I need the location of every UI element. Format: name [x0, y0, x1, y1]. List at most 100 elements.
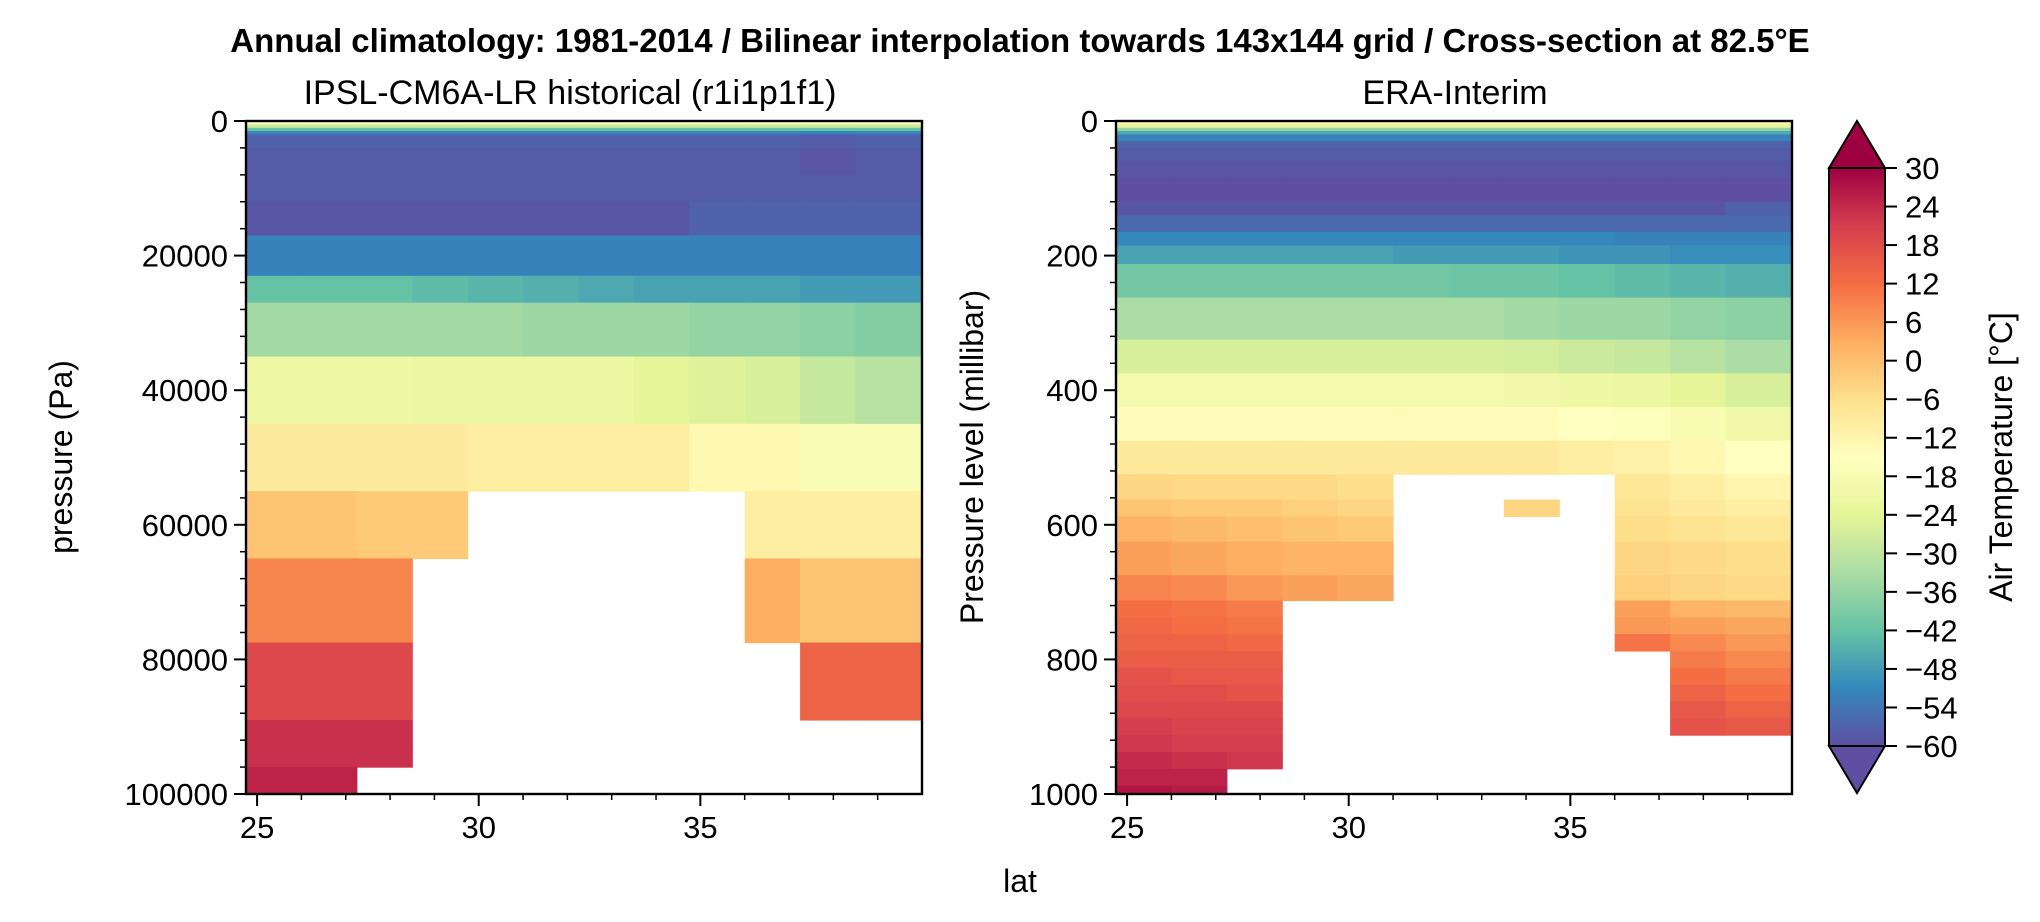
heatmap-cell [523, 302, 580, 358]
heatmap-cell [1393, 134, 1450, 142]
heatmap-cell [523, 356, 580, 425]
heatmap-cell [523, 131, 580, 136]
heatmap-cell [356, 124, 413, 129]
heatmap-cell [1171, 232, 1228, 247]
heatmap-cell [246, 124, 303, 129]
heatmap-cell [1116, 541, 1173, 576]
heatmap-cell [1116, 147, 1173, 162]
heatmap-cell [301, 642, 358, 721]
heatmap-cell [1670, 440, 1727, 475]
heatmap-cell [1116, 121, 1173, 125]
heatmap-cell [1282, 499, 1339, 517]
heatmap-cell [633, 134, 690, 149]
figure-suptitle: Annual climatology: 1981-2014 / Bilinear… [230, 22, 1809, 59]
heatmap-cell [246, 121, 303, 125]
heatmap-cell [1171, 297, 1228, 341]
panel-ipsl-frame [244, 119, 924, 796]
heatmap-cell [800, 127, 857, 132]
heatmap-cell [1116, 735, 1173, 753]
colorbar-tick-label: −30 [1905, 536, 1958, 571]
heatmap-cell [1393, 127, 1450, 132]
heatmap-cell [356, 134, 413, 149]
colorbar-tick-label: −12 [1905, 421, 1958, 456]
heatmap-cell [633, 275, 690, 304]
heatmap-cell [467, 302, 524, 358]
heatmap-cell [301, 491, 358, 560]
heatmap-cell [855, 174, 923, 203]
colorbar-tick-label: −18 [1905, 459, 1958, 494]
heatmap-cell [1337, 124, 1394, 129]
heatmap-cell [1226, 499, 1283, 517]
heatmap-cell [1116, 516, 1173, 543]
heatmap-cell [1282, 161, 1339, 179]
heatmap-cell [1503, 127, 1560, 132]
heatmap-cell [467, 423, 524, 492]
heatmap-cell [1226, 617, 1283, 635]
heatmap-cell [1171, 127, 1228, 132]
heatmap-cell [689, 356, 746, 425]
heatmap-cell [1116, 141, 1173, 149]
heatmap-cell [1448, 161, 1505, 179]
heatmap-cell [1337, 161, 1394, 179]
heatmap-cell [1670, 667, 1727, 686]
heatmap-cell [1393, 264, 1450, 299]
heatmap-cell [578, 174, 635, 203]
heatmap-cell [412, 302, 469, 358]
colorbar-tick-label: −6 [1905, 382, 1940, 417]
heatmap-cell [744, 134, 801, 149]
heatmap-cell [1503, 215, 1560, 233]
heatmap-cell [356, 127, 413, 132]
heatmap-cell [1670, 131, 1727, 136]
heatmap-cell [1614, 141, 1671, 149]
heatmap-cell [1226, 124, 1283, 129]
heatmap-cell [1282, 141, 1339, 149]
heatmap-cell [301, 134, 358, 149]
heatmap-cell [356, 423, 413, 492]
heatmap-cell [1725, 516, 1793, 543]
heatmap-cell [1393, 339, 1450, 374]
heatmap-cell [1670, 127, 1727, 132]
heatmap-cell [1725, 178, 1793, 203]
heatmap-cell [1171, 134, 1228, 142]
heatmap-cell [1503, 141, 1560, 149]
heatmap-cell [1725, 339, 1793, 374]
heatmap-cell [744, 124, 801, 129]
heatmap-cell [301, 356, 358, 425]
heatmap-cell [1725, 701, 1793, 719]
heatmap-cell [1116, 264, 1173, 299]
heatmap-cell [1503, 124, 1560, 129]
heatmap-cell [1337, 499, 1394, 517]
heatmap-cell [467, 127, 524, 132]
heatmap-cell [1337, 264, 1394, 299]
heatmap-cell [855, 558, 923, 644]
heatmap-cell [1725, 127, 1793, 132]
heatmap-cell [1116, 634, 1173, 652]
heatmap-cell [800, 131, 857, 136]
heatmap-cell [1226, 373, 1283, 408]
heatmap-cell [1559, 127, 1616, 132]
heatmap-cell [1670, 499, 1727, 517]
heatmap-cell [1725, 131, 1793, 136]
heatmap-cell [1448, 232, 1505, 247]
heatmap-cell [1116, 575, 1173, 602]
heatmap-cell [1337, 201, 1394, 216]
heatmap-cell [1670, 474, 1727, 501]
heatmap-cell [1226, 516, 1283, 543]
heatmap-cell [744, 121, 801, 125]
heatmap-cell [1282, 232, 1339, 247]
heatmap-cell [1393, 440, 1450, 475]
heatmap-cell [412, 124, 469, 129]
heatmap-cell [246, 642, 303, 721]
heatmap-cell [1559, 147, 1616, 162]
heatmap-cell [578, 201, 635, 237]
heatmap-cell [1337, 575, 1394, 602]
heatmap-cell [1393, 131, 1450, 136]
heatmap-cell [855, 356, 923, 425]
heatmap-cell [1282, 178, 1339, 203]
heatmap-cell [1282, 264, 1339, 299]
heatmap-cell [1226, 141, 1283, 149]
heatmap-cell [1614, 373, 1671, 408]
colorbar-body [1828, 167, 1886, 747]
heatmap-cell [467, 124, 524, 129]
heatmap-cell [1337, 232, 1394, 247]
